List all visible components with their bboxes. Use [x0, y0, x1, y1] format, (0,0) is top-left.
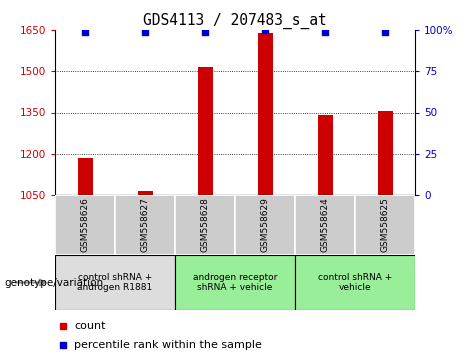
Bar	[55, 255, 175, 310]
Bar	[115, 195, 175, 255]
Bar	[197, 67, 213, 195]
Text: GSM558624: GSM558624	[320, 197, 330, 252]
Point	[321, 29, 329, 34]
Bar	[318, 115, 332, 195]
Bar	[355, 195, 415, 255]
Bar	[175, 195, 235, 255]
Text: control shRNA +
androgen R1881: control shRNA + androgen R1881	[77, 273, 153, 292]
Text: GSM558627: GSM558627	[141, 197, 149, 252]
Text: androgen receptor
shRNA + vehicle: androgen receptor shRNA + vehicle	[193, 273, 277, 292]
Bar	[295, 255, 415, 310]
Text: percentile rank within the sample: percentile rank within the sample	[74, 341, 262, 350]
Point	[261, 27, 269, 33]
Bar	[77, 158, 93, 195]
Text: genotype/variation: genotype/variation	[5, 278, 104, 287]
Point	[81, 29, 89, 34]
Text: GSM558628: GSM558628	[201, 197, 209, 252]
Bar	[55, 195, 115, 255]
Bar	[175, 255, 295, 310]
Point	[381, 29, 389, 34]
Bar	[378, 111, 392, 195]
Point	[142, 29, 149, 34]
Bar	[295, 195, 355, 255]
Bar	[258, 33, 272, 195]
Text: GSM558626: GSM558626	[81, 197, 89, 252]
Text: GSM558629: GSM558629	[260, 197, 270, 252]
Text: count: count	[74, 321, 106, 331]
Title: GDS4113 / 207483_s_at: GDS4113 / 207483_s_at	[143, 12, 327, 29]
Bar	[235, 195, 295, 255]
Text: control shRNA +
vehicle: control shRNA + vehicle	[318, 273, 392, 292]
Bar	[137, 191, 153, 195]
Text: GSM558625: GSM558625	[380, 197, 390, 252]
Point	[201, 29, 209, 34]
